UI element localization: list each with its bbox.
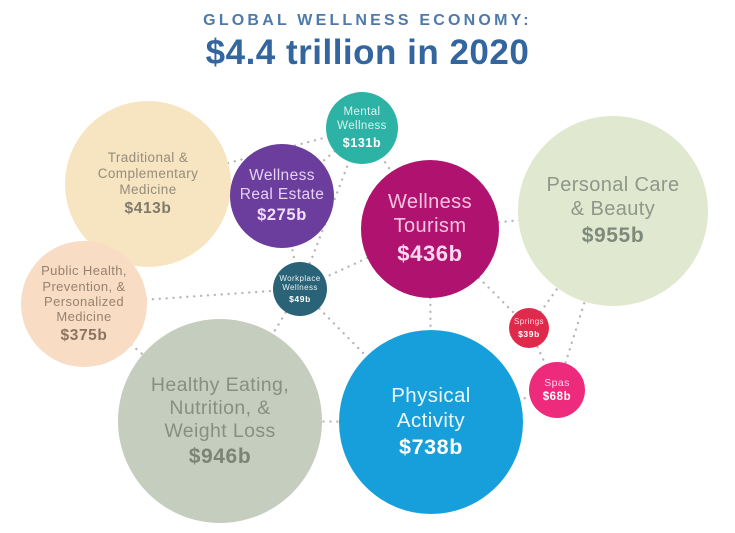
chart-kicker-title: GLOBAL WELLNESS ECONOMY: <box>203 12 532 29</box>
bubble-label: Traditional & Complementary Medicine <box>97 150 199 197</box>
bubble-value: $738b <box>399 434 463 459</box>
bubble-value: $946b <box>188 444 252 468</box>
bubble-wellness-tourism: Wellness Tourism $436b <box>361 160 499 298</box>
bubble-value: $275b <box>257 205 307 224</box>
chart-main-title: $4.4 trillion in 2020 <box>205 33 530 72</box>
bubble-value: $375b <box>60 326 108 344</box>
bubble-label: Spas <box>544 376 570 389</box>
bubble-label: Wellness Real Estate <box>239 167 325 203</box>
bubble-physical-activity: Physical Activity $738b <box>339 330 523 514</box>
bubble-spas: Spas $68b <box>529 362 585 418</box>
bubble-mental-wellness: Mental Wellness $131b <box>326 92 398 164</box>
bubble-wellness-real-estate: Wellness Real Estate $275b <box>230 144 334 248</box>
chart-header: GLOBAL WELLNESS ECONOMY: $4.4 trillion i… <box>0 12 735 73</box>
bubble-public-health-prevention-personalized-medicine: Public Health, Prevention, & Personalized M… <box>21 241 147 367</box>
bubble-value: $955b <box>581 223 645 247</box>
bubble-label: Springs <box>514 317 544 327</box>
bubble-personal-care-beauty: Personal Care & Beauty $955b <box>518 116 708 306</box>
bubble-label: Personal Care & Beauty <box>546 174 680 220</box>
connection-line <box>428 227 433 424</box>
bubble-value: $68b <box>542 391 572 404</box>
connection-line <box>82 287 302 306</box>
bubble-value: $39b <box>518 328 540 339</box>
bubble-label: Public Health, Prevention, & Personalized M… <box>41 263 127 325</box>
bubble-traditional-complementary-medicine: Traditional & Complementary Medicine $413b <box>65 101 231 267</box>
bubble-springs: Springs $39b <box>509 308 549 348</box>
bubble-label: Healthy Eating, Nutrition, & Weight Loss <box>150 373 290 442</box>
bubble-workplace-wellness: Workplace Wellness $49b <box>273 262 327 316</box>
bubble-label: Wellness Tourism <box>388 191 472 237</box>
bubble-label: Workplace Wellness <box>279 273 321 292</box>
bubble-value: $49b <box>289 294 311 305</box>
bubble-value: $436b <box>397 240 463 266</box>
connection-line <box>527 326 559 392</box>
bubble-label: Physical Activity <box>391 384 471 432</box>
bubble-value: $413b <box>124 199 172 217</box>
connection-line <box>428 227 531 330</box>
bubble-healthy-eating-nutrition-weight-loss: Healthy Eating, Nutrition, & Weight Loss $9… <box>118 319 322 523</box>
bubble-label: Mental Wellness <box>337 106 387 132</box>
bubble-value: $131b <box>342 135 382 150</box>
